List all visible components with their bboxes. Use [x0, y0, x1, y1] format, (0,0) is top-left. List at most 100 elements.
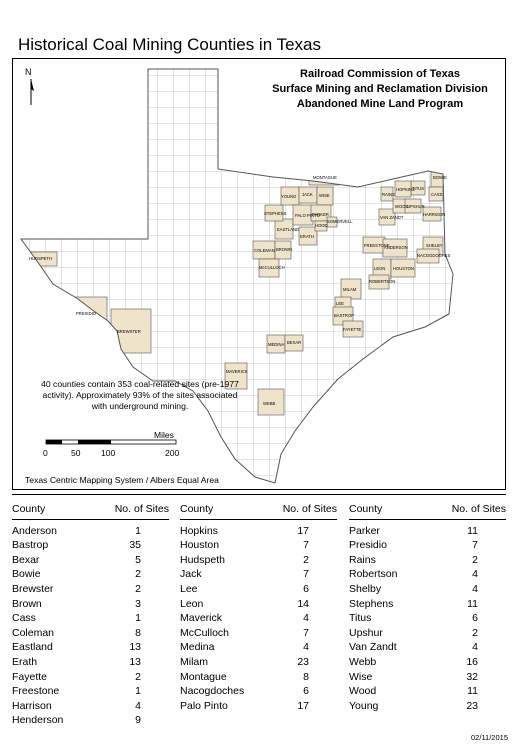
- table-row: Medina 4: [180, 640, 337, 655]
- county-map-label: BROWN: [276, 247, 292, 252]
- county-map-label: BEXAR: [287, 340, 301, 345]
- site-count: 7: [472, 539, 478, 552]
- page-title: Historical Coal Mining Counties in Texas: [18, 35, 321, 54]
- county-header: County: [12, 503, 46, 515]
- county-name: Robertson: [349, 568, 398, 581]
- county-map-label: COLEMAN: [254, 248, 275, 253]
- divider: [12, 494, 506, 495]
- site-count: 6: [472, 612, 478, 625]
- county-name: Webb: [349, 655, 377, 668]
- county-map-label: McCULLOCH: [259, 265, 285, 270]
- county-name: Parker: [349, 524, 380, 537]
- table-row: Nacogdoches 6: [180, 684, 337, 699]
- table-row: Bexar 5: [12, 553, 169, 568]
- site-count: 7: [303, 626, 309, 639]
- site-count: 9: [135, 714, 141, 727]
- scale-tick: 50: [71, 448, 81, 458]
- table-row: Wise 32: [349, 670, 506, 685]
- county-name: Eastland: [12, 641, 53, 654]
- table-row: Webb 16: [349, 655, 506, 670]
- county-map-label: NACOGDOCHES: [417, 253, 450, 258]
- site-count: 16: [466, 655, 478, 668]
- agency-line2: Surface Mining and Reclamation Division: [272, 83, 488, 95]
- site-count: 7: [303, 539, 309, 552]
- county-name: Presidio: [349, 539, 387, 552]
- county-highlight: [257, 388, 285, 416]
- site-count: 4: [472, 582, 478, 595]
- site-count: 14: [297, 597, 309, 610]
- county-map-label: LEE: [336, 301, 344, 306]
- county-name: Bexar: [12, 553, 40, 566]
- table-header: County No. of Sites: [349, 502, 506, 517]
- county-name: Leon: [180, 597, 204, 610]
- table-row: Eastland 13: [12, 640, 169, 655]
- site-count: 35: [129, 539, 141, 552]
- county-highlight: [378, 208, 396, 226]
- site-count: 1: [135, 685, 141, 698]
- county-map-label: HOPKINS: [396, 187, 415, 192]
- county-header: County: [349, 503, 383, 515]
- site-count: 17: [297, 699, 309, 712]
- county-name: Maverick: [180, 612, 223, 625]
- county-map-label: LEON: [374, 266, 385, 271]
- agency-block: Railroad Commission of Texas Surface Min…: [265, 67, 495, 112]
- table-row: Montague 8: [180, 670, 337, 685]
- county-name: Wise: [349, 670, 373, 683]
- county-name: Titus: [349, 612, 372, 625]
- site-count: 17: [297, 524, 309, 537]
- texas-map: HUDSPETH PRESIDIO BREWSTER WEBB MAVERICK MEDI…: [20, 68, 454, 484]
- site-count: 11: [467, 597, 478, 610]
- county-highlight: [394, 180, 412, 198]
- county-map-label: CASS: [431, 192, 443, 197]
- county-name: McCulloch: [180, 626, 230, 639]
- table-row: Wood 11: [349, 684, 506, 699]
- projection-note: Texas Centric Mapping System / Albers Eq…: [25, 475, 219, 485]
- table-row: Freestone 1: [12, 684, 169, 699]
- site-count: 4: [135, 699, 141, 712]
- table-row: Lee 6: [180, 582, 337, 597]
- table-row: Hudspeth 2: [180, 553, 337, 568]
- county-map-label: VAN ZANDT: [380, 215, 404, 220]
- site-count: 2: [472, 626, 478, 639]
- table-row: Anderson 1: [12, 524, 169, 539]
- table-row: Bastrop 35: [12, 538, 169, 553]
- site-count: 23: [297, 655, 309, 668]
- county-name: Montague: [180, 670, 227, 683]
- site-count: 2: [472, 553, 478, 566]
- table-column: County No. of Sites Parker 11 Presidio 7 Rains…: [349, 502, 506, 713]
- county-name: Lee: [180, 582, 198, 595]
- table-row: Harrison 4: [12, 699, 169, 714]
- table-row: Upshur 2: [349, 626, 506, 641]
- county-name: Medina: [180, 641, 215, 654]
- county-highlight: [368, 274, 390, 290]
- county-map-label: EASTLAND: [277, 227, 299, 232]
- county-highlight: [404, 198, 422, 214]
- county-map-label: WEBB: [263, 401, 276, 406]
- table-column: County No. of Sites Anderson 1 Bastrop 35 Bexa…: [12, 502, 169, 728]
- county-highlight: [224, 362, 248, 390]
- table-row: Rains 2: [349, 553, 506, 568]
- scale-tick: 0: [43, 448, 48, 458]
- county-header: County: [180, 503, 214, 515]
- agency-line3: Abandoned Mine Land Program: [296, 98, 464, 110]
- site-count: 2: [135, 582, 141, 595]
- county-map-label: PRESIDIO: [76, 311, 97, 316]
- county-name: Young: [349, 699, 379, 712]
- county-map-label: FREESTONE: [364, 243, 390, 248]
- scale-unit: Miles: [154, 430, 174, 440]
- table-row: Henderson 9: [12, 713, 169, 728]
- county-name: Coleman: [12, 626, 55, 639]
- table-row: Brown 3: [12, 597, 169, 612]
- table-row: Titus 6: [349, 611, 506, 626]
- county-name: Hopkins: [180, 524, 218, 537]
- county-map-label: YOUNG: [281, 194, 296, 199]
- table-row: Leon 14: [180, 597, 337, 612]
- sites-header: No. of Sites: [282, 503, 337, 515]
- sites-header: No. of Sites: [451, 503, 506, 515]
- county-name: Houston: [180, 539, 220, 552]
- north-label: N: [25, 67, 32, 77]
- site-count: 4: [303, 641, 309, 654]
- site-count: 13: [129, 641, 141, 654]
- site-count: 8: [135, 626, 141, 639]
- table-column: County No. of Sites Hopkins 17 Houston 7 Hudsp…: [180, 502, 337, 713]
